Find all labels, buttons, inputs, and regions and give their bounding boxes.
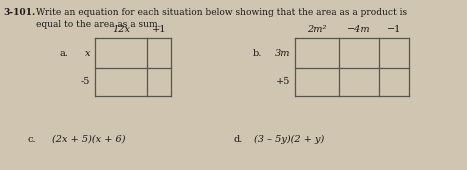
Text: x: x xyxy=(85,48,90,57)
Text: c.: c. xyxy=(28,135,36,144)
Text: b.: b. xyxy=(253,48,262,57)
Text: 3m: 3m xyxy=(275,48,290,57)
Text: equal to the area as a sum.: equal to the area as a sum. xyxy=(36,20,161,29)
Text: (3 – 5y)(2 + y): (3 – 5y)(2 + y) xyxy=(254,135,324,144)
Text: a.: a. xyxy=(60,48,69,57)
Text: 3-101.: 3-101. xyxy=(3,8,35,17)
Text: d.: d. xyxy=(233,135,242,144)
Text: −1: −1 xyxy=(387,25,401,34)
Text: 12x: 12x xyxy=(112,25,130,34)
Text: 2m²: 2m² xyxy=(307,25,327,34)
Text: +1: +1 xyxy=(152,25,166,34)
Text: -5: -5 xyxy=(81,78,90,87)
Text: +5: +5 xyxy=(276,78,290,87)
Text: (2x + 5)(x + 6): (2x + 5)(x + 6) xyxy=(52,135,126,144)
Text: Write an equation for each situation below showing that the area as a product is: Write an equation for each situation bel… xyxy=(36,8,407,17)
Text: −4m: −4m xyxy=(347,25,371,34)
